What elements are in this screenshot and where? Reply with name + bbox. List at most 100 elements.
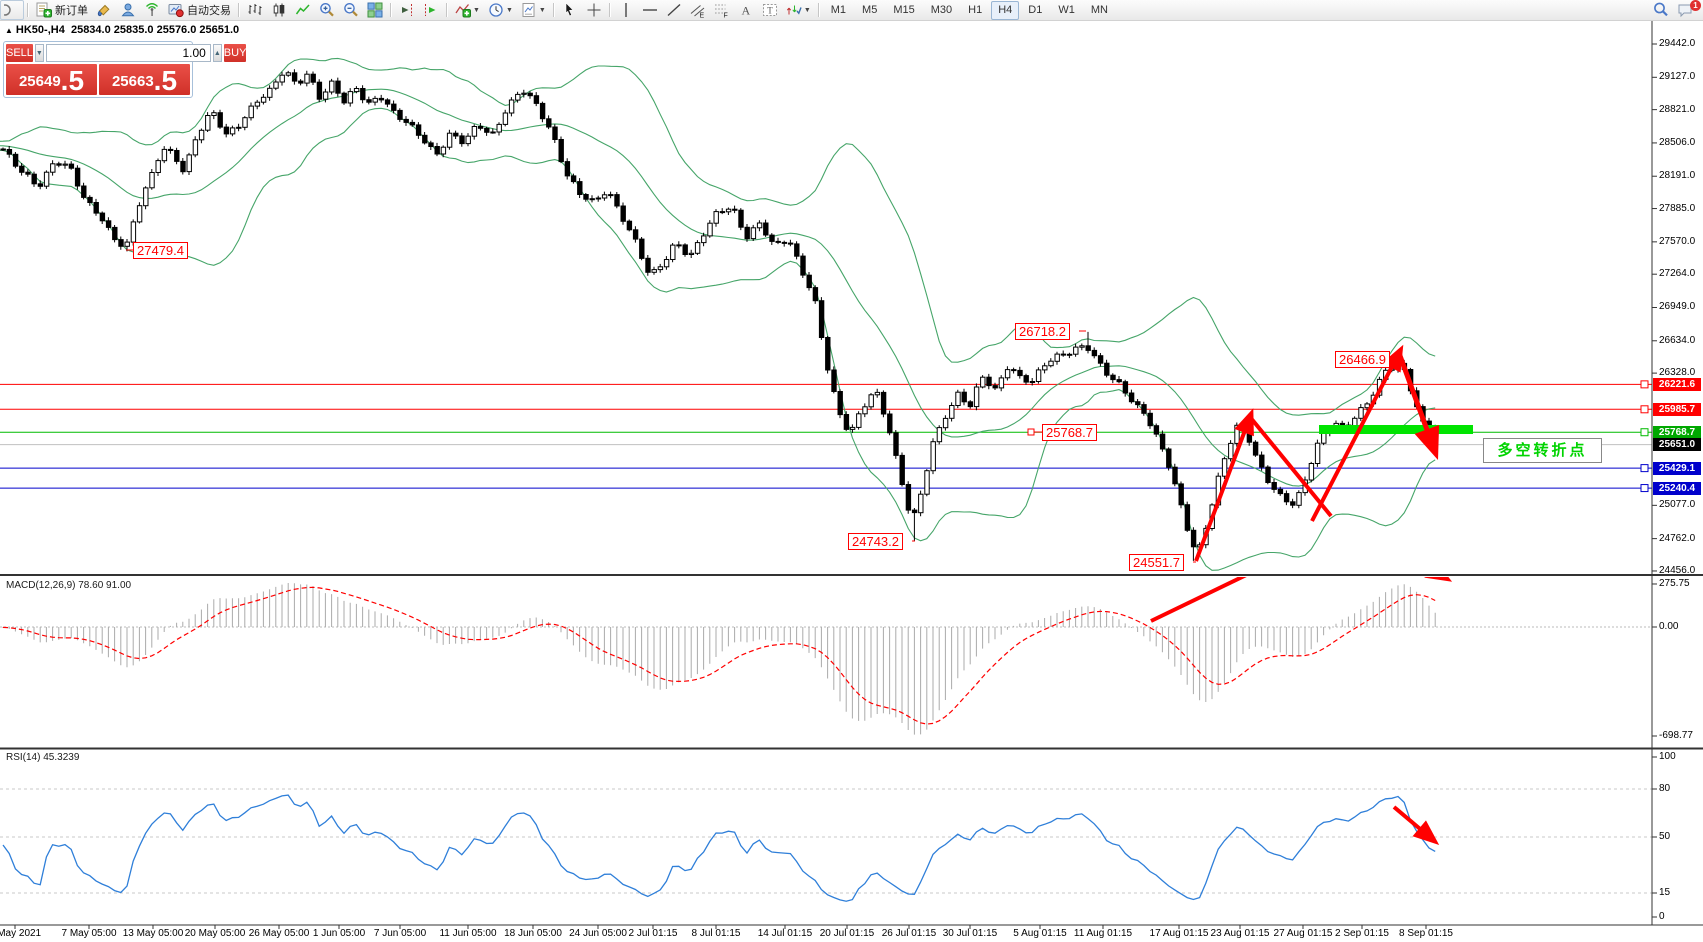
templates-dropdown-icon[interactable]: ▼ [538, 6, 546, 14]
trend-line-button[interactable] [662, 0, 686, 20]
new-order-button[interactable]: 新订单 [32, 0, 92, 20]
timeframe-h1-button[interactable]: H1 [968, 3, 983, 16]
chart-shift-button[interactable] [395, 0, 419, 20]
level-line-handle[interactable] [1640, 428, 1649, 437]
volume-increase-button[interactable]: ▲ [212, 44, 222, 62]
candle-bear [112, 226, 118, 241]
buy-button[interactable]: BUY [223, 44, 247, 62]
auto-scroll-button[interactable] [419, 0, 443, 20]
toolbar-right: 1 [1649, 0, 1701, 20]
trend-arrowhead [1424, 577, 1453, 582]
sell-price-button[interactable]: 25649.5 [6, 64, 97, 95]
candle-bear [180, 160, 186, 173]
arrows-dropdown-icon[interactable]: ▼ [803, 6, 811, 14]
level-line-handle[interactable] [1640, 464, 1649, 473]
search-button[interactable] [1649, 0, 1673, 20]
arrows-button[interactable]: ▼ [782, 0, 815, 20]
vertical-line-button[interactable] [614, 0, 638, 20]
fibonacci-button[interactable]: F [710, 0, 734, 20]
candle-bear [37, 183, 44, 187]
buy-price-button[interactable]: 25663.5 [99, 64, 190, 95]
candle-bull [236, 126, 242, 129]
cursor-button[interactable] [558, 0, 582, 20]
candle-bear [316, 81, 323, 100]
zoom-out-button[interactable] [339, 0, 363, 20]
candle-bull [701, 235, 707, 244]
candle-bull [1314, 442, 1321, 465]
candle-bear [732, 208, 738, 211]
timeframe-w1-button[interactable]: W1 [1058, 3, 1075, 16]
signal-button[interactable] [140, 0, 164, 20]
trend-arrow[interactable] [1408, 556, 1444, 579]
auto-scroll-icon [425, 4, 436, 16]
styles-icon [97, 4, 110, 17]
candle-bear [341, 92, 347, 104]
timeframe-h4-button[interactable]: H4 [991, 0, 1020, 20]
candle-bear [825, 337, 831, 371]
candle-bear [961, 391, 967, 403]
candle-bull [713, 211, 719, 224]
annotation-anchor-square[interactable] [1027, 428, 1035, 436]
level-line-handle[interactable] [1640, 484, 1649, 493]
candle-bull [198, 129, 205, 141]
fibonacci-icon: F [714, 4, 728, 18]
timeframe-m15-button[interactable]: M15 [893, 3, 915, 16]
equidistant-channel-button[interactable]: E [686, 0, 710, 20]
styles-button[interactable] [92, 0, 116, 20]
candle-bull [688, 252, 695, 256]
timeframe-m1-button[interactable]: M1 [830, 3, 847, 16]
signal-icon [146, 3, 158, 16]
timeframe-mn-button[interactable]: MN [1090, 3, 1108, 16]
trend-arrow[interactable] [1150, 551, 1296, 623]
profile-button[interactable] [116, 0, 140, 20]
candle-bear [620, 205, 626, 222]
autotrading-button[interactable]: 自动交易 [164, 0, 235, 20]
toolbar-group [243, 0, 387, 20]
timeframe-m30-button[interactable]: M30 [930, 3, 953, 16]
candlestick-mode-button[interactable] [267, 0, 291, 20]
periods-dropdown-icon[interactable]: ▼ [505, 6, 513, 14]
svg-text:T: T [767, 6, 773, 16]
line-chart-mode-button[interactable] [291, 0, 315, 20]
timeframe-m5-button[interactable]: M5 [862, 3, 878, 16]
partial-left-button[interactable] [0, 0, 24, 20]
level-line-handle[interactable] [1640, 380, 1649, 389]
sell-button[interactable]: SELL [6, 44, 33, 62]
candle-bull [353, 88, 360, 93]
candle-bear [626, 220, 633, 231]
text-button[interactable]: A [734, 0, 758, 20]
candle-bull [260, 96, 267, 103]
level-line-handle[interactable] [1640, 405, 1649, 414]
timeframe-d1-button[interactable]: D1 [1028, 3, 1043, 16]
trend-arrow[interactable] [1310, 352, 1401, 522]
trend-arrow[interactable] [1248, 415, 1333, 518]
candle-bull [490, 131, 496, 134]
candle-bear [1011, 369, 1017, 372]
indicators-button[interactable]: ▼ [451, 0, 484, 20]
volume-decrease-button[interactable]: ▼ [34, 44, 44, 62]
templates-button[interactable]: ▼ [517, 0, 550, 20]
bollinger-band-middle [0, 88, 1436, 487]
autotrading-label: 自动交易 [187, 5, 231, 17]
tile-windows-button[interactable] [363, 0, 387, 20]
candle-bear [6, 149, 13, 155]
toolbar-separator [817, 3, 820, 17]
periods-button[interactable]: ▼ [484, 0, 517, 20]
candle-bull [254, 101, 261, 107]
comments-button[interactable]: 1 [1673, 0, 1701, 20]
text-label-button[interactable]: T [758, 0, 782, 20]
bar-chart-mode-button[interactable] [243, 0, 267, 20]
indicators-dropdown-icon[interactable]: ▼ [473, 6, 480, 14]
volume-input[interactable] [45, 44, 211, 62]
zoom-in-button[interactable] [315, 0, 339, 20]
crosshair-button[interactable] [582, 0, 606, 20]
candle-bull [670, 244, 676, 261]
candle-bull [1054, 353, 1060, 362]
toolbar-separator [27, 3, 29, 17]
horizontal-line-button[interactable] [638, 0, 662, 20]
svg-text:E: E [699, 13, 704, 19]
zoom-in-icon [320, 3, 334, 17]
trend-arrow[interactable] [1194, 416, 1252, 562]
candle-bear [335, 80, 341, 94]
